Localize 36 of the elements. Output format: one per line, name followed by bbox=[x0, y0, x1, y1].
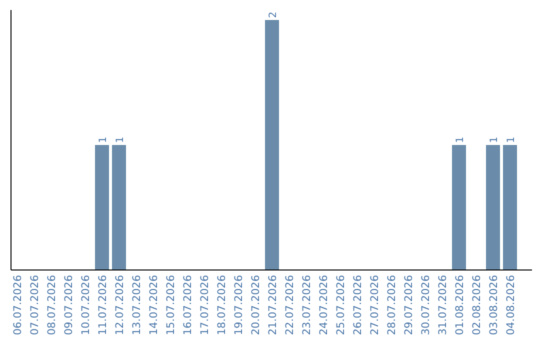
data-label: 1 bbox=[506, 136, 517, 143]
x-tick-label: 10.07.2026 bbox=[80, 274, 92, 336]
data-label: 1 bbox=[98, 136, 109, 143]
x-tick-label: 27.07.2026 bbox=[369, 274, 381, 336]
x-tick-label: 15.07.2026 bbox=[165, 274, 177, 336]
data-label: 2 bbox=[268, 12, 279, 18]
x-tick-label: 13.07.2026 bbox=[131, 274, 143, 336]
x-tick-label: 28.07.2026 bbox=[386, 274, 398, 336]
x-tick-label: 24.07.2026 bbox=[318, 274, 330, 336]
x-tick-label: 30.07.2026 bbox=[420, 274, 432, 336]
x-tick-label: 23.07.2026 bbox=[301, 274, 313, 336]
x-tick-label: 08.07.2026 bbox=[46, 274, 58, 336]
x-tick-label: 06.07.2026 bbox=[12, 274, 24, 336]
x-tick-label: 16.07.2026 bbox=[182, 274, 194, 336]
x-tick-label: 01.08.2026 bbox=[454, 274, 466, 336]
x-tick-label: 17.07.2026 bbox=[199, 274, 211, 336]
x-tick-label: 20.07.2026 bbox=[250, 274, 262, 336]
x-tick-label: 21.07.2026 bbox=[267, 274, 279, 336]
x-tick-label: 26.07.2026 bbox=[352, 274, 364, 336]
data-label: 1 bbox=[489, 136, 500, 143]
x-tick-label: 22.07.2026 bbox=[284, 274, 296, 336]
x-tick-label: 07.07.2026 bbox=[29, 274, 41, 336]
x-tick-label: 12.07.2026 bbox=[114, 274, 126, 336]
x-tick-label: 31.07.2026 bbox=[437, 274, 449, 336]
x-tick-label: 14.07.2026 bbox=[148, 274, 160, 336]
data-label: 1 bbox=[115, 136, 126, 143]
x-tick-label: 02.08.2026 bbox=[471, 274, 483, 336]
x-tick-label: 18.07.2026 bbox=[216, 274, 228, 336]
x-tick-label: 04.08.2026 bbox=[505, 274, 517, 336]
x-tick-label: 19.07.2026 bbox=[233, 274, 245, 336]
x-tick-label: 25.07.2026 bbox=[335, 274, 347, 336]
x-tick-label: 09.07.2026 bbox=[63, 274, 75, 336]
x-tick-label: 11.07.2026 bbox=[97, 274, 109, 336]
x-tick-label: 03.08.2026 bbox=[488, 274, 500, 336]
data-label: 1 bbox=[455, 136, 466, 143]
x-tick-label: 29.07.2026 bbox=[403, 274, 415, 336]
